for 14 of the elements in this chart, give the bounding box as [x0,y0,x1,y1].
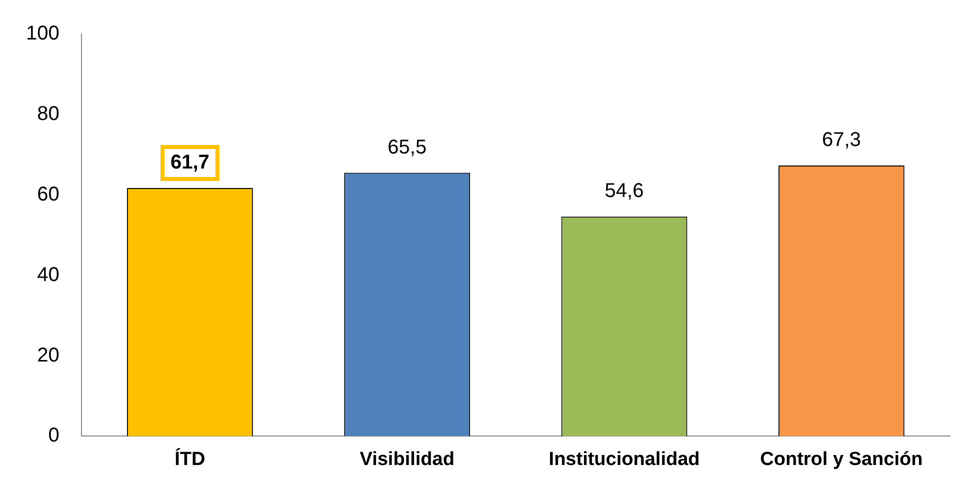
x-tick-label: ÍTD [174,448,206,470]
data-label: 67,3 [822,129,861,152]
y-tick-label: 20 [37,344,60,366]
y-tick-label: 80 [37,102,60,125]
y-tick-label: 60 [37,183,60,206]
x-tick-label: Institucionalidad [548,448,700,470]
x-tick-label: Visibilidad [360,448,454,470]
data-label: 65,5 [388,136,427,158]
y-tick-label: 100 [26,22,60,45]
x-tick-label: Control y Sanción [760,448,923,470]
y-tick-label: 0 [48,424,60,447]
data-label: 54,6 [604,180,644,202]
y-tick-label: 40 [37,264,60,286]
data-label: 61,7 [170,152,210,174]
